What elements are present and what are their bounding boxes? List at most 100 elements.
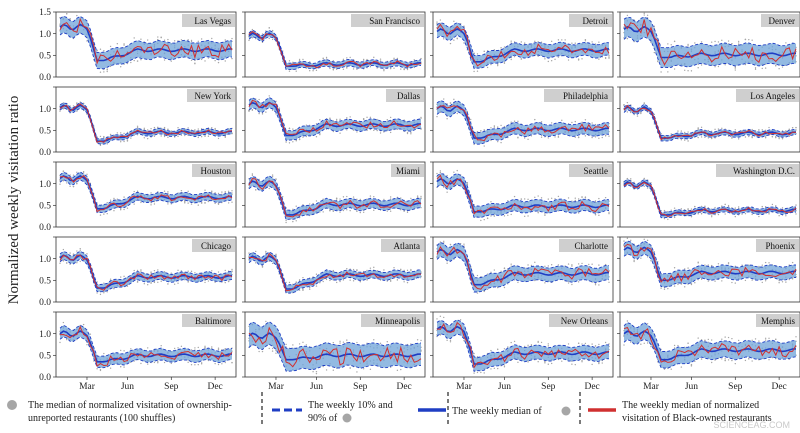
shuffle-dot <box>146 137 149 140</box>
shuffle-dot <box>346 195 348 198</box>
shuffle-dot <box>761 129 763 131</box>
shuffle-dot <box>630 111 632 114</box>
shuffle-dot <box>500 124 502 127</box>
shuffle-dot <box>670 44 672 46</box>
shuffle-dot <box>160 280 162 283</box>
shuffle-dot <box>653 25 656 28</box>
shuffle-dot <box>366 269 368 272</box>
shuffle-dot <box>197 128 199 130</box>
shuffle-dot <box>473 352 475 355</box>
shuffle-dot <box>271 29 274 32</box>
shuffle-dot <box>312 371 314 373</box>
shuffle-dot <box>778 282 780 284</box>
shuffle-dot <box>483 50 485 53</box>
shuffle-dot <box>503 366 506 368</box>
shuffle-dot <box>268 95 270 97</box>
shuffle-dot <box>574 120 576 123</box>
shuffle-dot <box>510 265 512 267</box>
shuffle-dot <box>140 58 142 61</box>
shuffle-dot <box>153 203 156 205</box>
shuffle-dot <box>604 57 607 59</box>
shuffle-dot <box>86 173 88 176</box>
shuffle-dot <box>376 129 378 132</box>
shuffle-dot <box>217 61 220 64</box>
shuffle-dot <box>69 252 71 254</box>
shuffle-dot <box>737 138 740 140</box>
shuffle-dot <box>322 198 324 201</box>
shuffle-dot <box>490 271 492 273</box>
shuffle-dot <box>490 63 492 66</box>
shuffle-dot <box>717 128 720 130</box>
shuffle-dot <box>200 363 203 365</box>
shuffle-dot <box>584 40 587 42</box>
shuffle-dot <box>59 110 61 112</box>
shuffle-dot <box>734 207 736 209</box>
p90-line <box>623 178 797 214</box>
shuffle-dot <box>537 341 539 344</box>
shuffle-dot <box>707 129 710 132</box>
y-tick-label: 0.0 <box>39 373 51 383</box>
shuffle-dot <box>687 208 689 211</box>
shuffle-dot <box>251 109 254 111</box>
shuffle-dot <box>163 271 166 273</box>
shuffle-dot <box>697 212 699 215</box>
shuffle-dot <box>490 368 492 370</box>
shuffle-dot <box>66 12 68 15</box>
city-label-box <box>386 89 424 102</box>
shuffle-dot <box>359 281 361 283</box>
shuffle-dot <box>383 68 385 71</box>
shuffle-dot <box>346 57 348 59</box>
panel-houston: 0.0 0.5 1.0 Houston <box>39 161 237 233</box>
shuffle-dot <box>483 145 485 147</box>
panel-charlotte: Charlotte <box>430 236 614 303</box>
shuffle-dot <box>456 112 458 115</box>
shuffle-dot <box>604 196 607 199</box>
shuffle-dot <box>486 288 489 291</box>
shuffle-dot <box>332 369 335 371</box>
shuffle-dot <box>136 125 139 128</box>
shuffle-dot <box>697 63 699 66</box>
shuffle-dot <box>690 216 693 218</box>
shuffle-dot <box>261 265 264 267</box>
shuffle-dot <box>123 140 125 143</box>
panel-las-vegas: 0.0 0.5 1.0 1.5 Las Vegas <box>39 8 237 83</box>
shuffle-dot <box>342 58 345 61</box>
p10-line <box>623 183 797 219</box>
shuffle-dot <box>342 209 345 212</box>
shuffle-dot <box>99 71 102 73</box>
shuffle-dot <box>349 279 351 281</box>
shuffle-dot <box>302 341 304 344</box>
p90-line <box>436 100 610 133</box>
shuffle-dot <box>251 173 254 175</box>
shuffle-dot <box>204 135 206 138</box>
shuffle-dot <box>700 278 703 280</box>
shuffle-dot <box>673 216 676 219</box>
shuffle-dot <box>72 185 75 188</box>
shuffle-dot <box>319 132 321 135</box>
shuffle-dot <box>204 201 206 204</box>
shuffle-dot <box>150 204 152 206</box>
shuffle-dot <box>737 206 740 208</box>
shuffle-dot <box>710 339 713 341</box>
shuffle-dot <box>687 45 689 47</box>
shuffle-dot <box>403 281 405 283</box>
shuffle-dot <box>670 368 672 370</box>
shuffle-dot <box>82 323 85 326</box>
city-label-box <box>761 14 799 27</box>
shuffle-dot <box>517 281 519 284</box>
shuffle-dot <box>547 363 549 365</box>
shuffle-dot <box>594 200 597 202</box>
shuffle-dot <box>99 48 102 50</box>
shuffle-dot <box>366 279 368 281</box>
shuffle-dot <box>200 58 203 61</box>
shuffle-dot <box>184 134 186 137</box>
shuffle-dot <box>295 140 297 142</box>
shuffle-dot <box>633 260 635 263</box>
shuffle-dot <box>507 200 509 202</box>
shuffle-dot <box>594 213 597 216</box>
shuffle-dot <box>721 358 723 360</box>
shuffle-dot <box>292 61 294 64</box>
shuffle-dot <box>113 197 115 200</box>
shuffle-dot <box>714 137 716 139</box>
shuffle-dot <box>194 62 196 64</box>
